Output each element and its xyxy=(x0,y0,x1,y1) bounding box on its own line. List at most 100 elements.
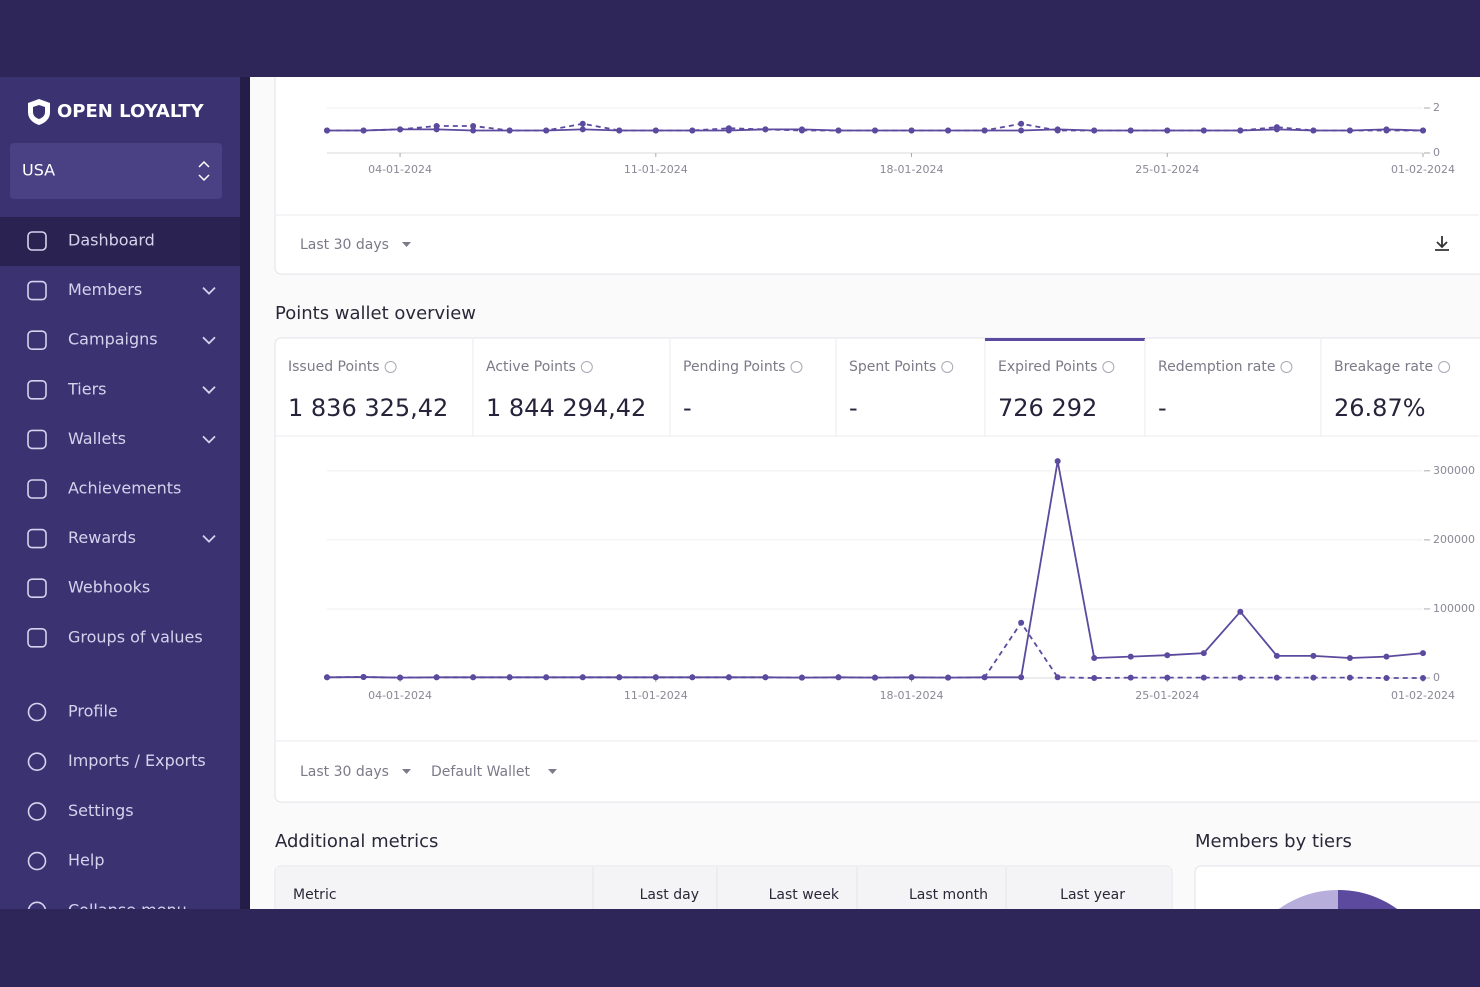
section-title: Members by tiers xyxy=(1195,831,1352,852)
point xyxy=(397,126,404,133)
card-label[interactable]: Issued Points xyxy=(288,359,380,375)
card-label[interactable]: Breakage rate xyxy=(1334,359,1433,375)
point xyxy=(798,127,805,134)
menu-item[interactable]: Settings xyxy=(68,801,134,820)
chevron xyxy=(202,336,216,345)
section-title: Additional metrics xyxy=(275,831,438,852)
menu-icon xyxy=(27,231,47,251)
col-header: Last year xyxy=(1060,887,1125,903)
point xyxy=(945,127,952,134)
menu-item[interactable]: Imports / Exports xyxy=(68,751,206,770)
x-tick-label: 01-02-2024 xyxy=(1391,163,1455,176)
menu-icon xyxy=(27,627,47,648)
point xyxy=(1091,127,1098,134)
point xyxy=(543,127,550,134)
chevron xyxy=(202,435,216,444)
point xyxy=(1383,127,1390,134)
menu-item[interactable]: Dashboard xyxy=(68,231,155,250)
help-icon xyxy=(1438,361,1451,373)
point xyxy=(1018,127,1025,134)
menu-item[interactable]: Help xyxy=(68,851,104,870)
point xyxy=(1346,674,1353,681)
point xyxy=(1420,675,1426,681)
menu-item[interactable]: Tiers xyxy=(67,379,106,398)
card-label[interactable]: Pending Points xyxy=(683,359,785,375)
period-select[interactable]: Last 30 days xyxy=(300,764,389,780)
card-label[interactable]: Expired Points xyxy=(998,359,1097,375)
menu-icon xyxy=(27,851,47,871)
wallet-card xyxy=(274,337,1480,803)
help-icon xyxy=(1102,361,1115,373)
point xyxy=(1237,127,1244,134)
point xyxy=(1383,675,1390,681)
menu-item[interactable]: Collapse menu xyxy=(68,900,187,919)
card-value: - xyxy=(849,394,858,422)
card-label[interactable]: Active Points xyxy=(486,359,576,375)
point xyxy=(1310,674,1317,681)
point xyxy=(579,120,586,127)
menu-item[interactable]: Members xyxy=(68,280,142,299)
menu-icon xyxy=(27,330,47,351)
point xyxy=(470,674,477,681)
point xyxy=(579,126,586,133)
col-header: Metric xyxy=(293,887,337,903)
point xyxy=(1091,675,1098,681)
point xyxy=(1054,127,1061,134)
download[interactable] xyxy=(1435,236,1449,251)
wallet-select[interactable]: Default Wallet xyxy=(431,764,531,780)
point xyxy=(1164,652,1171,659)
table-header xyxy=(276,867,1171,909)
menu-item[interactable]: Rewards xyxy=(68,528,136,547)
help-icon xyxy=(941,361,954,373)
x-tick-label: 25-01-2024 xyxy=(1135,689,1199,702)
active-item xyxy=(0,217,240,266)
point xyxy=(1200,674,1207,681)
menu-item[interactable]: Webhooks xyxy=(68,578,150,597)
menu-icon xyxy=(27,702,47,722)
card-label[interactable]: Redemption rate xyxy=(1158,359,1275,375)
menu-item[interactable]: Groups of values xyxy=(68,627,203,646)
menu-item[interactable]: Profile xyxy=(68,702,118,721)
menu-icon xyxy=(27,752,47,772)
point xyxy=(1127,674,1134,681)
point xyxy=(981,674,988,681)
menu-item[interactable]: Wallets xyxy=(68,429,126,448)
point xyxy=(1164,674,1171,681)
period-select[interactable]: Last 30 days xyxy=(300,237,389,253)
point xyxy=(798,674,805,681)
x-tick-label: 11-01-2024 xyxy=(624,163,688,176)
point xyxy=(725,674,732,681)
card-label[interactable]: Spent Points xyxy=(849,359,936,375)
point xyxy=(762,674,769,681)
help-icon xyxy=(580,361,593,373)
menu-item[interactable]: Achievements xyxy=(68,479,181,498)
brand-logo-inner xyxy=(33,105,45,119)
point xyxy=(1127,127,1134,134)
viewport: OPEN LOYALTY USA Last 30 days Points wal… xyxy=(0,77,1480,919)
menu-item[interactable]: Campaigns xyxy=(68,330,158,349)
y-tick-label: 100000 xyxy=(1433,602,1475,615)
chevron xyxy=(202,534,216,543)
point xyxy=(835,674,842,681)
point xyxy=(872,674,878,681)
point xyxy=(762,126,769,133)
active-tab xyxy=(985,338,1145,341)
point xyxy=(1054,458,1061,465)
region-select[interactable] xyxy=(10,143,222,199)
point xyxy=(1018,619,1025,626)
card-value: - xyxy=(1158,394,1167,422)
point xyxy=(689,674,696,681)
x-tick-label: 04-01-2024 xyxy=(368,163,432,176)
pie-slice xyxy=(1278,889,1338,909)
help-icon xyxy=(384,361,397,373)
point xyxy=(506,127,513,134)
point xyxy=(470,127,477,134)
x-tick-label: 18-01-2024 xyxy=(880,163,944,176)
x-tick-label: 25-01-2024 xyxy=(1135,163,1199,176)
x-tick-label: 11-01-2024 xyxy=(624,689,688,702)
card-value: 1 836 325,42 xyxy=(288,394,448,422)
point xyxy=(1346,127,1353,134)
point xyxy=(689,127,696,134)
point xyxy=(1310,127,1317,134)
